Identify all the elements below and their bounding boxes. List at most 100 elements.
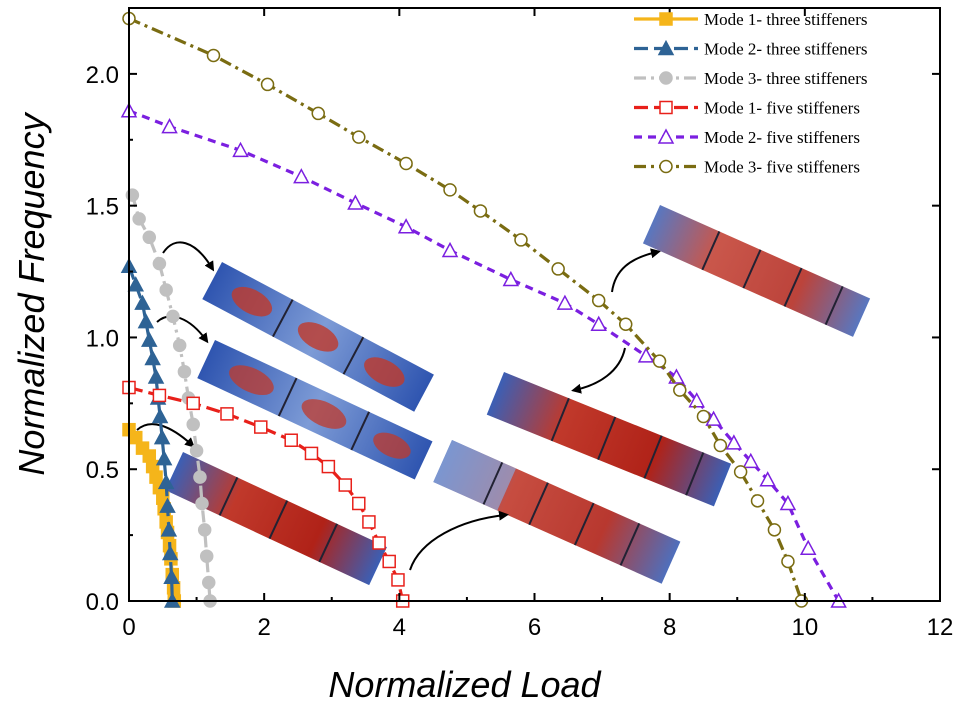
legend-label-4: Mode 1- five stiffeners [704,99,860,118]
legend-marker-2 [657,39,675,56]
data-point-3-12 [193,470,207,484]
x-tick-label-1: 2 [257,614,270,641]
data-point-5-17 [759,471,776,487]
data-point-2-13 [159,497,176,513]
data-point-6-15 [696,409,711,424]
y-tick-label-1: 0.5 [86,457,119,484]
data-point-6-9 [514,233,528,247]
x-tick-label-0: 0 [122,614,135,641]
data-point-5-19 [799,539,817,556]
x-axis-title: Normalized Load [328,664,601,705]
data-point-5-7 [441,241,459,258]
y-tick-label-3: 1.5 [86,194,119,221]
data-point-5-16 [742,452,760,469]
data-point-6-4 [311,106,325,121]
data-point-6-2 [206,48,221,63]
legend-marker-4 [659,100,673,115]
x-tick-label-2: 4 [393,614,406,641]
data-point-3-13 [195,496,209,511]
legend: Mode 1- three stiffeners Mode 2- three st… [634,10,868,177]
data-point-2-4 [137,313,155,329]
mode-shape-beam-4 [433,440,681,584]
data-point-6-3 [260,77,275,92]
data-point-3-2 [132,212,146,226]
data-point-3-11 [189,444,204,458]
data-point-4-14 [391,573,405,587]
plot-area [120,11,847,608]
data-point-4-8 [321,459,336,474]
mode-shape-beam-5 [486,372,732,507]
arrow-4 [409,510,509,571]
legend-marker-6 [659,159,673,174]
legend-label-3: Mode 3- three stiffeners [704,69,868,88]
arrow-6 [611,248,661,293]
y-tick-label-0: 0.0 [86,589,119,616]
data-point-4-13 [382,554,396,569]
x-tick-label-6: 12 [927,614,954,641]
data-point-4-7 [304,446,319,461]
data-point-6-16 [713,438,728,453]
data-point-2-10 [153,429,171,445]
x-tick-label-3: 6 [528,614,541,641]
legend-item-4: Mode 1- five stiffeners [634,99,860,118]
data-point-6-7 [443,183,457,197]
legend-label-1: Mode 1- three stiffeners [704,10,868,29]
data-point-2-7 [147,368,165,384]
data-point-6-20 [781,554,795,569]
data-point-2-2 [127,276,145,292]
data-point-3-7 [172,338,187,353]
data-point-3-16 [201,575,216,590]
x-tick-label-4: 8 [663,614,676,641]
data-point-6-18 [750,494,765,508]
legend-item-5: Mode 2- five stiffeners [634,128,860,147]
data-point-2-9 [151,407,169,424]
arrow-1 [162,241,215,272]
legend-label-5: Mode 2- five stiffeners [704,128,860,147]
legend-marker-5 [657,128,675,144]
data-point-2-12 [157,473,175,490]
data-point-4-11 [362,515,376,529]
y-tick-label-4: 2.0 [86,62,119,89]
legend-marker-1 [659,12,673,26]
data-point-5-6 [397,218,415,234]
data-point-5-14 [705,410,722,426]
series-3 [125,188,217,608]
arrow-5 [571,347,626,394]
data-point-2-16 [163,568,180,585]
data-point-4-5 [254,420,268,434]
mode-shape-illustrations [165,204,871,586]
data-point-6-8 [473,204,488,218]
data-point-6-17 [733,465,748,479]
legend-item-3: Mode 3- three stiffeners [634,69,868,88]
data-point-3-5 [159,283,173,297]
data-point-6-6 [399,156,413,171]
mode-shape-beam-1 [202,262,434,412]
data-point-5-15 [725,434,743,450]
data-point-5-2 [161,118,178,134]
data-point-5-5 [347,194,364,210]
data-point-2-6 [144,349,161,366]
legend-item-1: Mode 1- three stiffeners [634,10,868,29]
legend-item-6: Mode 3- five stiffeners [634,158,860,177]
data-point-6-5 [352,130,366,144]
arrow-2 [156,315,209,344]
data-point-6-14 [673,383,687,397]
data-point-4-9 [338,478,353,492]
legend-label-6: Mode 3- five stiffeners [704,158,860,177]
data-point-3-6 [166,309,180,324]
data-point-6-11 [591,293,606,308]
legend-item-2: Mode 2- three stiffeners [634,40,868,59]
data-point-3-3 [142,230,157,245]
data-point-4-6 [284,433,298,447]
data-point-5-10 [590,315,607,332]
legend-marker-3 [659,71,673,85]
data-point-5-11 [637,347,655,363]
mode-shape-beam-6 [642,204,871,337]
data-point-5-8 [502,270,520,287]
data-point-3-10 [186,417,200,432]
series-line-6 [128,17,804,602]
mode-shape-beam-3 [165,452,387,586]
data-point-2-3 [134,294,151,310]
data-point-4-2 [152,388,167,403]
